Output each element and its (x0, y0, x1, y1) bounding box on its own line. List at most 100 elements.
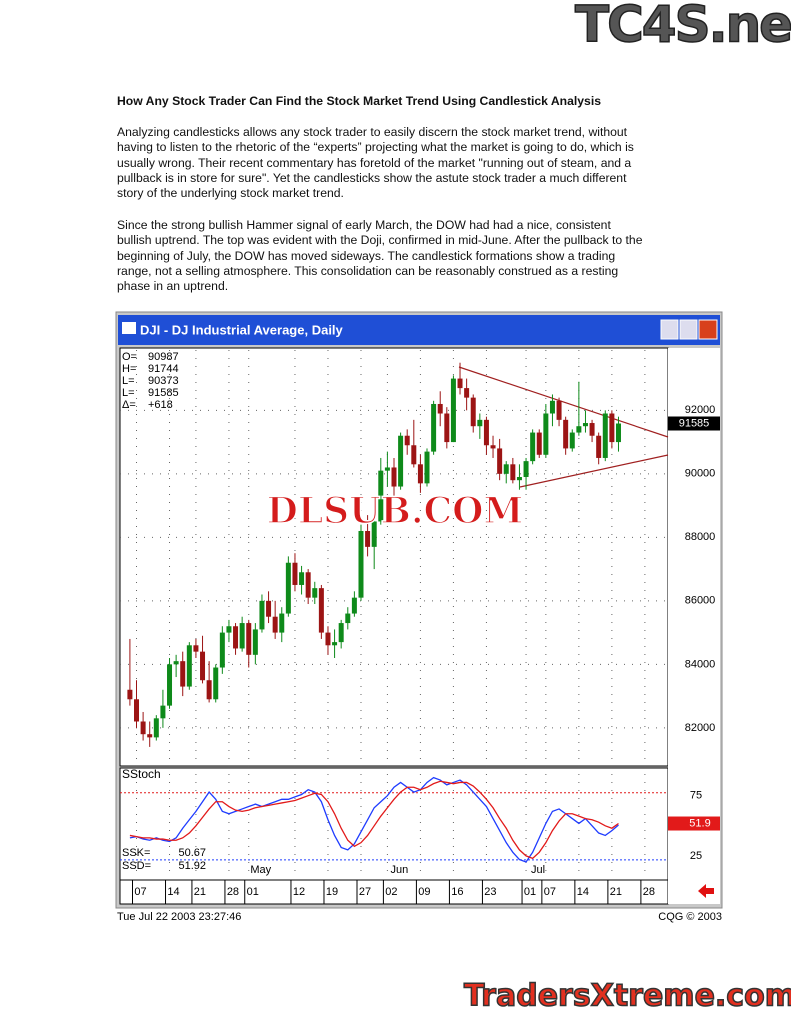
text-line: Since the strong bullish Hammer signal o… (117, 218, 611, 232)
candle-body (279, 613, 285, 633)
title-bar (118, 315, 720, 345)
candle-body (233, 626, 239, 649)
stoch-line (129, 780, 619, 860)
candle-body (252, 629, 258, 655)
x-tick-label: 01 (524, 886, 536, 898)
candle-body (338, 623, 344, 643)
candle-body (246, 623, 252, 655)
candle-body (510, 464, 516, 481)
candle-body (391, 467, 397, 487)
candle-body (549, 400, 555, 414)
candle-body (140, 721, 146, 735)
candle-body (536, 432, 542, 455)
candle-body (180, 661, 186, 687)
candle-body (186, 645, 192, 687)
y-tick-label: 90000 (685, 468, 716, 480)
candle-body (285, 562, 291, 614)
candle-body (398, 435, 404, 487)
x-tick-label: 14 (577, 886, 589, 898)
candle-body (193, 645, 199, 652)
candle-body (437, 403, 443, 414)
candle-body (365, 530, 371, 547)
month-label: Jun (391, 864, 409, 876)
candle-body (417, 464, 423, 484)
x-tick-label: 23 (484, 886, 496, 898)
candle-body (530, 432, 536, 462)
y-tick-label: 84000 (685, 658, 716, 670)
candle-body (371, 521, 377, 547)
x-tick-label: 28 (643, 886, 655, 898)
candle-body (490, 445, 496, 449)
legend-name: SSK= (122, 847, 150, 859)
candle-body (503, 464, 509, 474)
candle-body (299, 572, 305, 585)
candle-body (219, 632, 225, 668)
info-label: O= (122, 351, 137, 363)
max-button[interactable] (679, 319, 698, 340)
candle-body (411, 445, 417, 465)
info-label: L= (122, 387, 135, 399)
watermark: TradersXtreme.com (464, 979, 791, 1014)
candle-body (516, 477, 522, 481)
price-box (668, 416, 720, 431)
y-tick-label: 25 (690, 850, 702, 862)
candle-body (563, 419, 569, 449)
candle-body (615, 423, 621, 443)
x-tick-label: 19 (326, 886, 338, 898)
y-tick-label: 86000 (685, 595, 716, 607)
candle-body (226, 626, 232, 633)
scroll-arrow[interactable] (698, 884, 714, 898)
candle-body (523, 461, 529, 478)
x-tick-label: 09 (418, 886, 430, 898)
text-line: phase in an uptrend. (117, 279, 229, 294)
candle-body (470, 397, 476, 427)
candle-body (332, 642, 338, 646)
text-line: bullish uptrend. The top was evident wit… (117, 233, 643, 248)
candle-body (378, 470, 384, 522)
article-title: How Any Stock Trader Can Find the Stock … (117, 94, 602, 108)
candle-body (351, 597, 357, 614)
x-tick-label: 12 (293, 886, 305, 898)
candle-body (431, 403, 437, 452)
candle-body (602, 413, 608, 458)
candle-body (384, 467, 390, 471)
x-tick-label: 02 (385, 886, 397, 898)
y-tick-label: 75 (690, 790, 702, 802)
text-line: usually wrong. Their recent commentary h… (117, 155, 632, 170)
info-value: 91744 (148, 363, 179, 375)
candle-body (134, 699, 140, 722)
candle-body (200, 651, 206, 681)
month-label: Jul (531, 864, 545, 876)
y-tick-label: 88000 (685, 531, 716, 543)
value-axis (668, 348, 720, 904)
footer-right: CQG © 2003 (658, 911, 722, 923)
chart-title: DJI - DJ Industrial Average, Daily (140, 322, 344, 337)
candle-body (259, 600, 265, 630)
trend-line (458, 366, 669, 438)
candle-body (312, 588, 318, 598)
text-line: story of the underlying stock market tre… (117, 186, 344, 201)
x-tick-label: 27 (359, 886, 371, 898)
min-button[interactable] (660, 319, 679, 340)
close-button[interactable] (698, 319, 718, 340)
candle-body (213, 667, 219, 700)
candle-body (589, 423, 595, 436)
candle-body (305, 572, 311, 598)
candle-body (483, 419, 489, 446)
candle-body (497, 448, 503, 474)
footer-left: Tue Jul 22 2003 23:27:46 (117, 911, 241, 923)
candle-body (464, 388, 470, 398)
candle-body (167, 664, 173, 706)
info-label: Δ= (122, 399, 136, 411)
stoch-title: SStoch (122, 767, 161, 781)
month-label: May (250, 864, 271, 876)
candle-body (457, 378, 463, 389)
info-label: L= (122, 375, 135, 387)
trend-line (519, 454, 669, 488)
candle-body (450, 378, 456, 443)
logo: TC4S.net (575, 0, 791, 54)
candle-body (127, 689, 133, 700)
info-value: 91585 (148, 387, 179, 399)
